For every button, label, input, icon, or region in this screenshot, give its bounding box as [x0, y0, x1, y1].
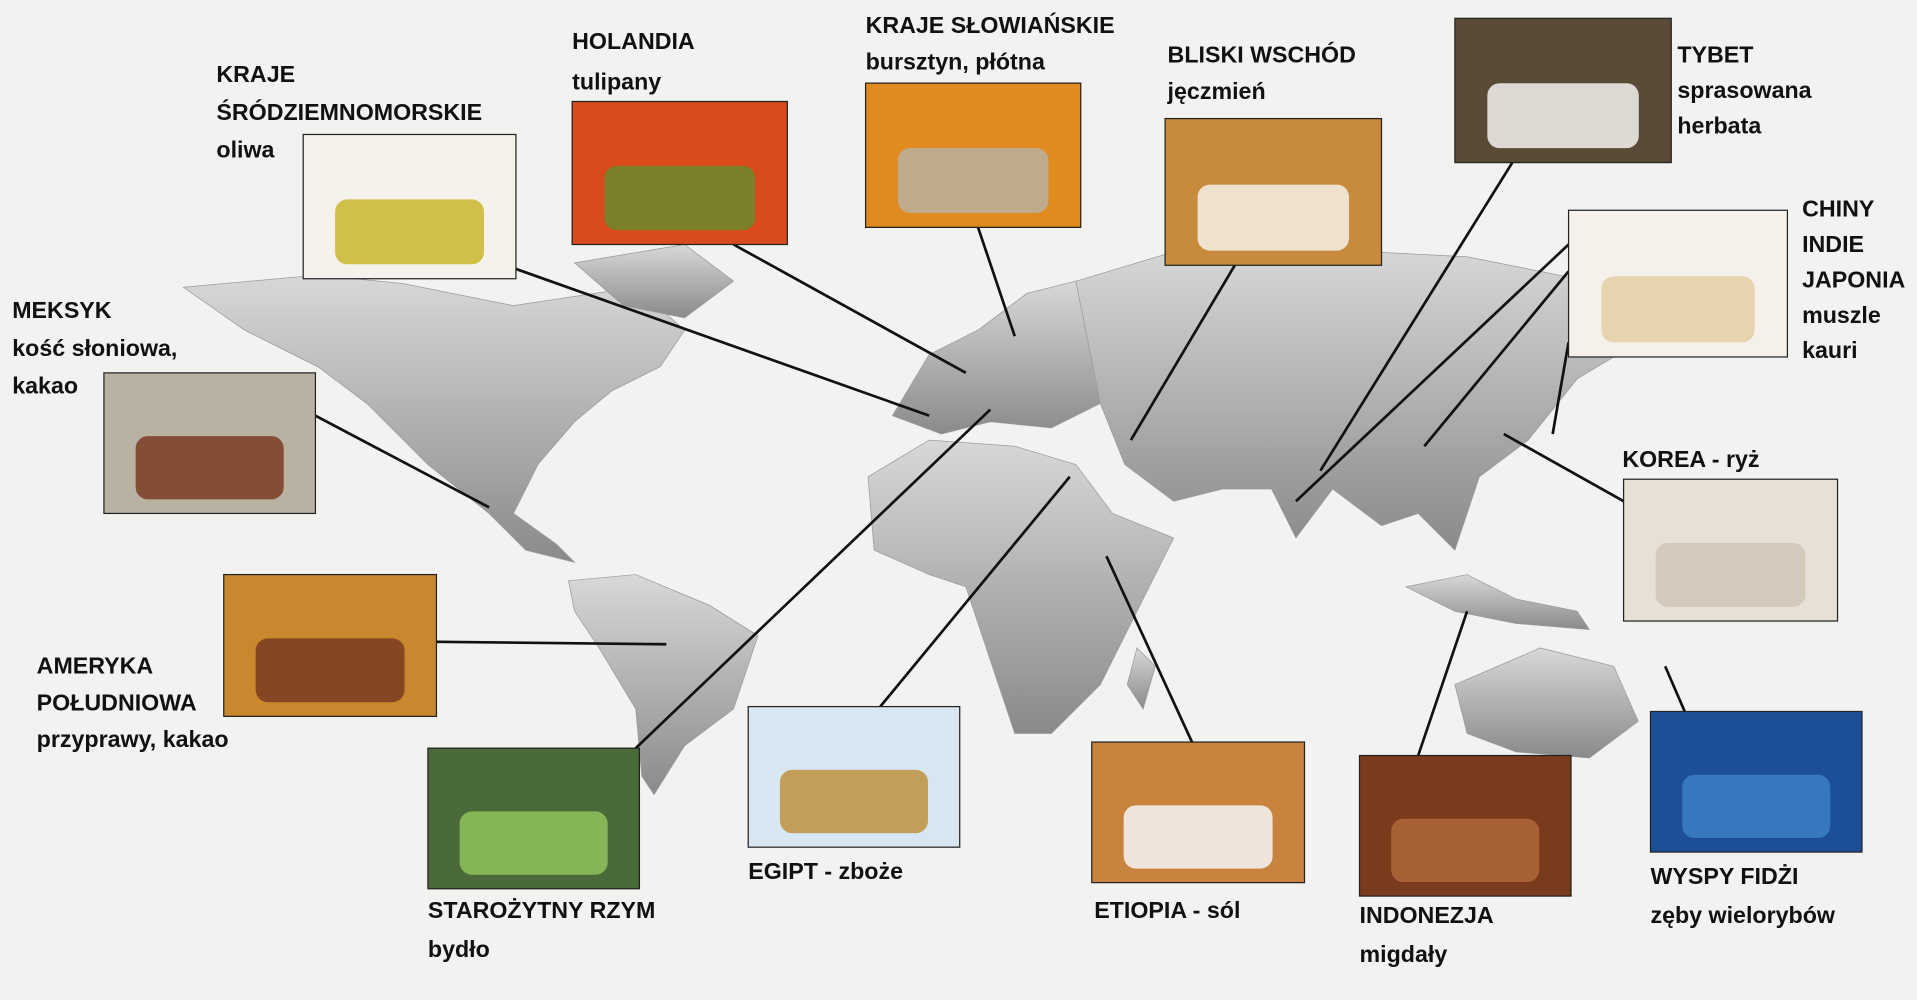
caption: kakao: [12, 373, 78, 399]
caption: przyprawy, kakao: [37, 726, 229, 752]
photo-detail: [256, 638, 405, 702]
caption: BLISKI WSCHÓD: [1168, 40, 1356, 67]
caption: KRAJE: [216, 61, 295, 87]
caption: muszle: [1802, 302, 1881, 328]
photo-detail: [136, 436, 284, 499]
caption: jęczmień: [1167, 78, 1266, 104]
photo-detail: [1601, 276, 1754, 342]
caption: WYSPY FIDŻI: [1650, 863, 1798, 889]
money-map: MEKSYK kość słoniowa, kakao KRAJE ŚRÓDZIEMNO…: [0, 0, 1917, 1000]
photo-detail: [780, 770, 928, 833]
photo-detail: [1198, 185, 1349, 251]
caption: INDONEZJA: [1360, 902, 1494, 928]
caption: tulipany: [572, 68, 661, 94]
caption: oliwa: [216, 137, 275, 163]
caption: zęby wielorybów: [1650, 902, 1835, 928]
caption: POŁUDNIOWA: [37, 689, 197, 715]
caption: CHINY: [1802, 195, 1875, 221]
photo-detail: [1682, 775, 1830, 838]
caption: STAROŻYTNY RZYM: [428, 897, 655, 923]
photo-detail: [460, 811, 608, 874]
caption: bursztyn, płótna: [866, 49, 1046, 75]
photo-detail: [898, 148, 1049, 213]
caption: ŚRÓDZIEMNOMORSKIE: [216, 98, 482, 125]
caption: sprasowana: [1677, 77, 1812, 103]
caption: TYBET: [1677, 41, 1753, 67]
caption: ETIOPIA - sól: [1094, 897, 1240, 923]
caption: herbata: [1677, 112, 1762, 138]
photo-detail: [335, 199, 484, 264]
photo-detail: [604, 166, 755, 230]
caption: migdały: [1360, 941, 1448, 967]
caption: kauri: [1802, 337, 1858, 363]
caption: INDIE: [1802, 231, 1864, 257]
photo-detail: [1487, 83, 1638, 148]
caption: EGIPT - zboże: [748, 858, 903, 884]
caption: KOREA - ryż: [1622, 446, 1759, 472]
caption: MEKSYK: [12, 297, 112, 323]
caption: AMERYKA: [37, 653, 154, 679]
caption: JAPONIA: [1802, 266, 1905, 292]
caption: kość słoniowa,: [12, 335, 177, 361]
photo-detail: [1391, 819, 1539, 882]
photo-detail: [1656, 543, 1806, 607]
photo-detail: [1124, 805, 1273, 868]
caption: bydło: [428, 936, 490, 962]
caption: HOLANDIA: [572, 28, 695, 54]
caption: KRAJE SŁOWIAŃSKIE: [866, 11, 1115, 38]
